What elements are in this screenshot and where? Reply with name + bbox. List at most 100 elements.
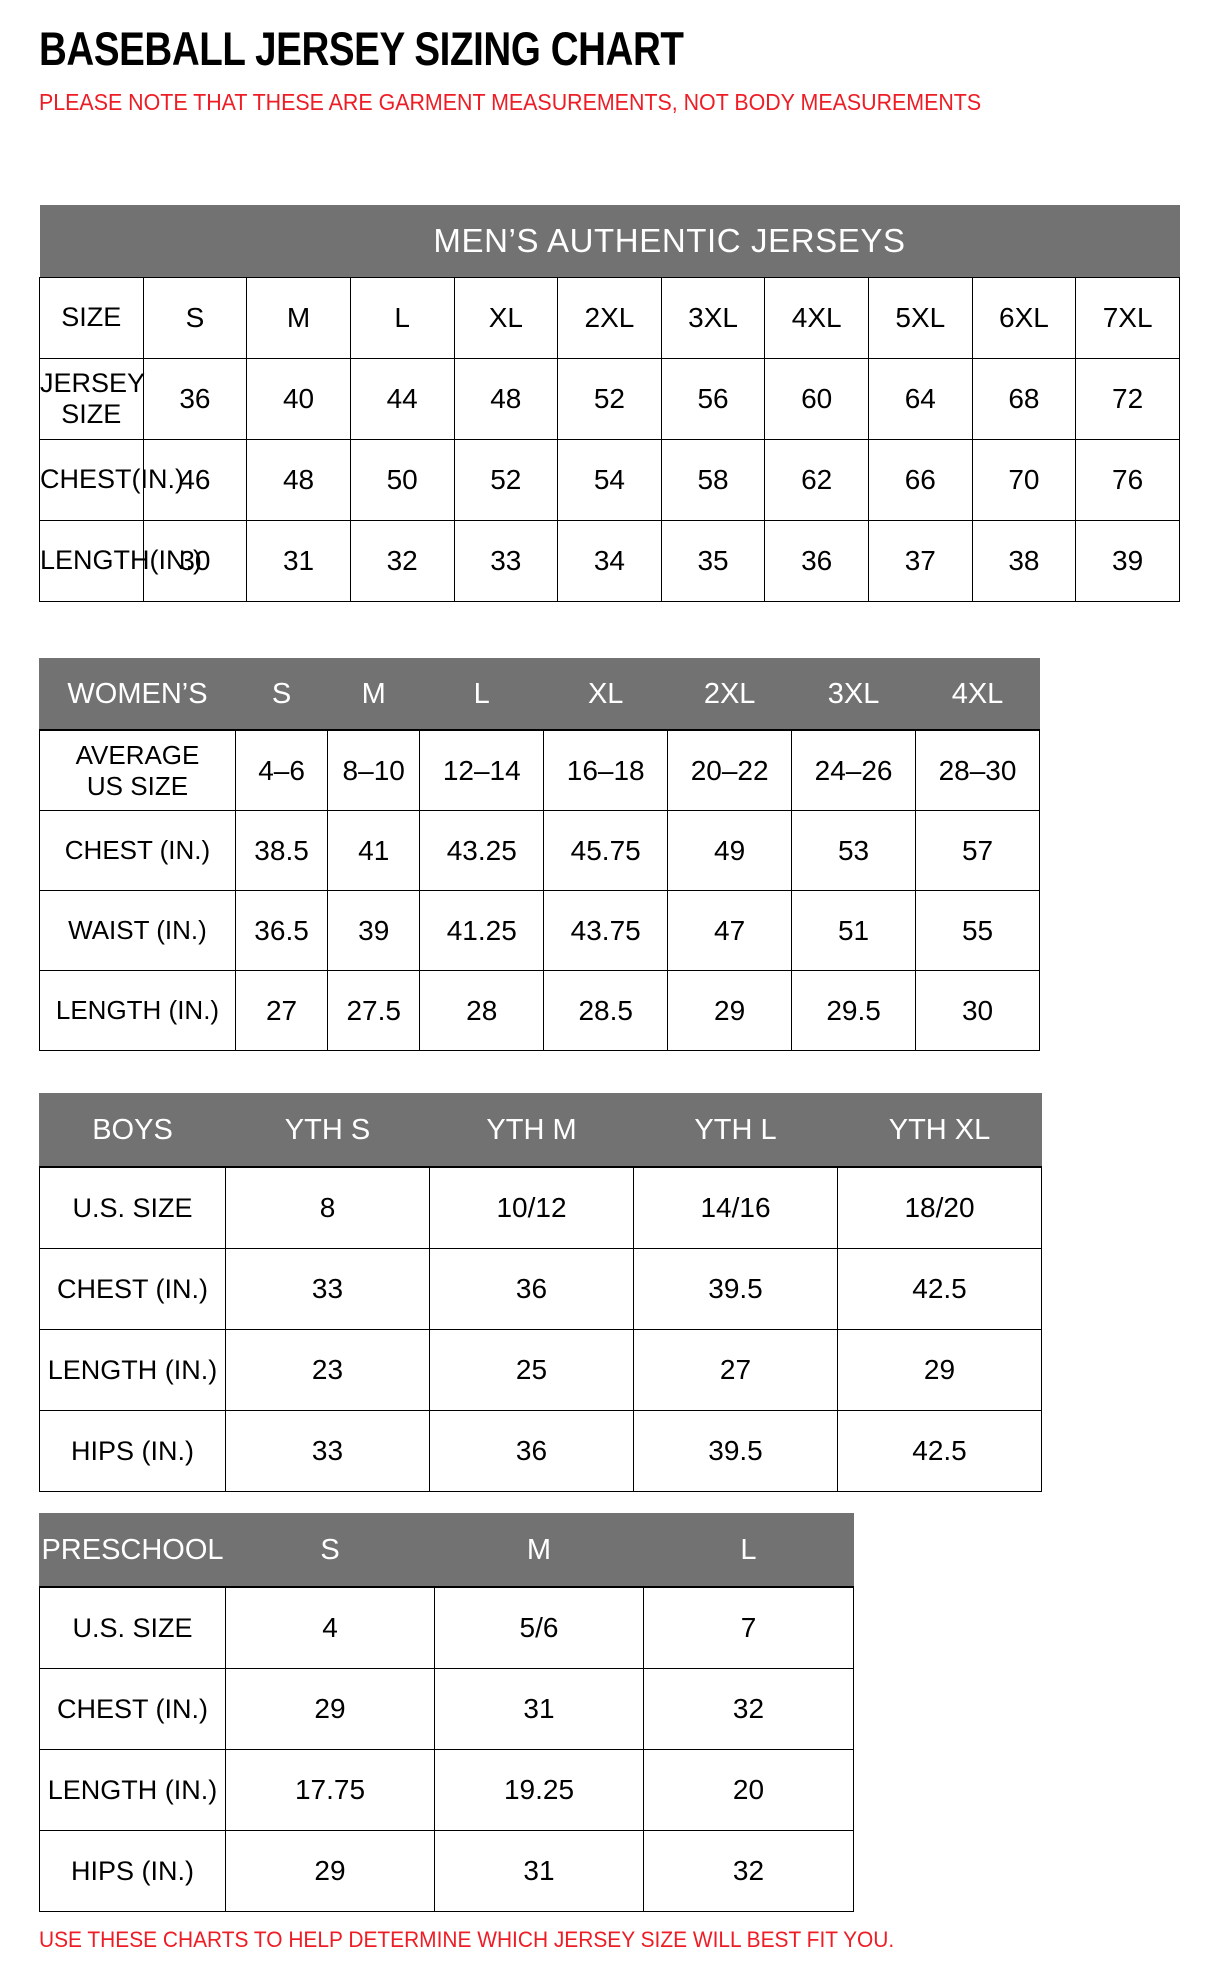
womens-cell: 53 (791, 810, 917, 891)
womens-cell: 29 (667, 970, 793, 1051)
boys-row-label-us-size: U.S. SIZE (39, 1166, 226, 1249)
preschool-cell: 4 (225, 1586, 435, 1669)
mens-row-label-chest: CHEST(IN.) (39, 438, 184, 521)
womens-cell: 29.5 (791, 970, 917, 1051)
boys-cell: 33 (225, 1248, 430, 1330)
preschool-row-label-hips: HIPS (IN.) (39, 1830, 226, 1912)
womens-cell: 51 (791, 890, 917, 971)
table-row: U.S. SIZE 8 10/12 14/16 18/20 (39, 1166, 1042, 1249)
mens-col-header-3xl: 3XL (660, 276, 766, 359)
womens-cell: 28 (419, 970, 545, 1051)
preschool-header-row: PRESCHOOL S M L (39, 1513, 854, 1588)
preschool-col-header-s: S (225, 1513, 435, 1588)
table-row: LENGTH (IN.) 17.75 19.25 20 (39, 1749, 854, 1831)
mens-cell: 66 (868, 438, 973, 521)
boys-cell: 27 (633, 1329, 838, 1411)
womens-row-label-waist: WAIST (IN.) (39, 890, 236, 971)
womens-cell: 57 (915, 810, 1040, 891)
boys-header-row: BOYS YTH S YTH M YTH L YTH XL (39, 1093, 1042, 1168)
table-row: CHEST(IN.) 46 48 50 52 54 58 62 66 70 76 (39, 438, 1180, 521)
womens-cell: 49 (667, 810, 793, 891)
womens-sizing-table: WOMEN’S S M L XL 2XL 3XL 4XL AVERAGE US … (39, 658, 1040, 1051)
preschool-cell: 17.75 (225, 1749, 435, 1831)
mens-cell: 44 (349, 357, 455, 440)
mens-row-label-length: LENGTH(IN.) (39, 519, 202, 602)
mens-col-header-2xl: 2XL (557, 276, 662, 359)
womens-cell: 47 (667, 890, 793, 971)
preschool-cell: 29 (225, 1668, 435, 1750)
mens-row-label-header: SIZE (39, 276, 144, 359)
preschool-sizing-table: PRESCHOOL S M L U.S. SIZE 4 5/6 7 CHEST … (39, 1513, 854, 1912)
preschool-cell: 20 (643, 1749, 854, 1831)
womens-cell: 24–26 (791, 729, 917, 811)
mens-cell: 48 (453, 357, 559, 440)
mens-banner-row: MEN’S AUTHENTIC JERSEYS (39, 205, 1180, 277)
boys-row-label-header: BOYS (39, 1093, 226, 1168)
table-row: CHEST (IN.) 38.5 41 43.25 45.75 49 53 57 (39, 810, 1040, 891)
boys-row-label-length: LENGTH (IN.) (39, 1329, 226, 1411)
mens-cell: 33 (453, 519, 559, 602)
preschool-cell: 5/6 (434, 1586, 644, 1669)
preschool-cell: 29 (225, 1830, 435, 1912)
mens-banner-title: MEN’S AUTHENTIC JERSEYS (39, 205, 1180, 277)
womens-col-header-3xl: 3XL (791, 658, 917, 731)
boys-cell: 8 (225, 1166, 430, 1249)
womens-col-header-l: L (419, 658, 545, 731)
mens-cell: 50 (349, 438, 455, 521)
page-title: BASEBALL JERSEY SIZING CHART (39, 22, 684, 75)
boys-sizing-table: BOYS YTH S YTH M YTH L YTH XL U.S. SIZE … (39, 1093, 1042, 1492)
mens-cell: 76 (1075, 438, 1180, 521)
boys-cell: 18/20 (837, 1166, 1042, 1249)
preschool-col-header-m: M (434, 1513, 644, 1588)
mens-col-header-l: L (349, 276, 455, 359)
mens-col-header-5xl: 5XL (868, 276, 973, 359)
womens-cell: 4–6 (234, 729, 329, 811)
mens-cell: 62 (764, 438, 869, 521)
womens-cell: 12–14 (419, 729, 545, 811)
mens-col-header-s: S (142, 276, 248, 359)
boys-cell: 29 (837, 1329, 1042, 1411)
mens-cell: 37 (868, 519, 973, 602)
womens-cell: 45.75 (543, 810, 669, 891)
womens-cell: 8–10 (327, 729, 421, 811)
mens-cell: 36 (764, 519, 869, 602)
womens-cell: 39 (327, 890, 421, 971)
boys-cell: 39.5 (633, 1410, 838, 1492)
womens-row-label-header: WOMEN’S (39, 658, 236, 731)
womens-col-header-4xl: 4XL (915, 658, 1040, 731)
table-row: JERSEY SIZE 36 40 44 48 52 56 60 64 68 7… (39, 357, 1180, 440)
preschool-col-header-l: L (643, 1513, 854, 1588)
boys-cell: 10/12 (429, 1166, 634, 1249)
table-row: AVERAGE US SIZE 4–6 8–10 12–14 16–18 20–… (39, 729, 1040, 811)
table-row: U.S. SIZE 4 5/6 7 (39, 1586, 854, 1669)
womens-col-header-m: M (327, 658, 421, 731)
mens-col-header-xl: XL (453, 276, 559, 359)
boys-row-label-chest: CHEST (IN.) (39, 1248, 226, 1330)
mens-col-header-7xl: 7XL (1075, 276, 1180, 359)
garment-measurement-note: PLEASE NOTE THAT THESE ARE GARMENT MEASU… (39, 89, 982, 115)
preschool-row-label-header: PRESCHOOL (39, 1513, 226, 1588)
footer-note: USE THESE CHARTS TO HELP DETERMINE WHICH… (39, 1927, 895, 1952)
boys-cell: 36 (429, 1248, 634, 1330)
womens-row-label-chest: CHEST (IN.) (39, 810, 236, 891)
preschool-cell: 7 (643, 1586, 854, 1669)
boys-cell: 23 (225, 1329, 430, 1411)
mens-row-label-jersey-size: JERSEY SIZE (39, 357, 145, 440)
preschool-row-label-chest: CHEST (IN.) (39, 1668, 226, 1750)
womens-row-label-average-us-size: AVERAGE US SIZE (39, 729, 236, 811)
womens-col-header-2xl: 2XL (667, 658, 793, 731)
womens-cell: 27 (234, 970, 329, 1051)
preschool-cell: 32 (643, 1830, 854, 1912)
mens-cell: 40 (246, 357, 351, 440)
womens-col-header-s: S (234, 658, 329, 731)
mens-cell: 48 (246, 438, 351, 521)
womens-cell: 27.5 (327, 970, 421, 1051)
womens-row-label-line1: AVERAGE (75, 739, 200, 770)
mens-cell: 58 (660, 438, 766, 521)
boys-cell: 42.5 (837, 1410, 1042, 1492)
mens-cell: 36 (142, 357, 248, 440)
preschool-row-label-us-size: U.S. SIZE (39, 1586, 226, 1669)
boys-col-header-yth-l: YTH L (633, 1093, 838, 1168)
mens-cell: 35 (660, 519, 766, 602)
mens-cell: 70 (971, 438, 1077, 521)
